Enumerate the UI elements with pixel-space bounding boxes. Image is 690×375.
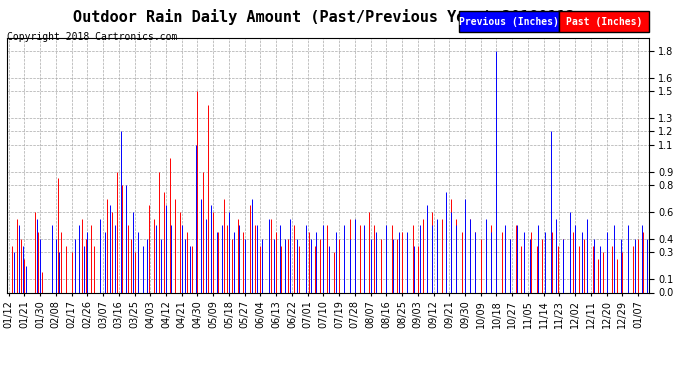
Text: Past (Inches): Past (Inches) xyxy=(566,16,642,27)
Text: Outdoor Rain Daily Amount (Past/Previous Year) 20180112: Outdoor Rain Daily Amount (Past/Previous… xyxy=(73,9,575,26)
Text: Previous (Inches): Previous (Inches) xyxy=(459,16,558,27)
Text: Copyright 2018 Cartronics.com: Copyright 2018 Cartronics.com xyxy=(7,32,177,42)
